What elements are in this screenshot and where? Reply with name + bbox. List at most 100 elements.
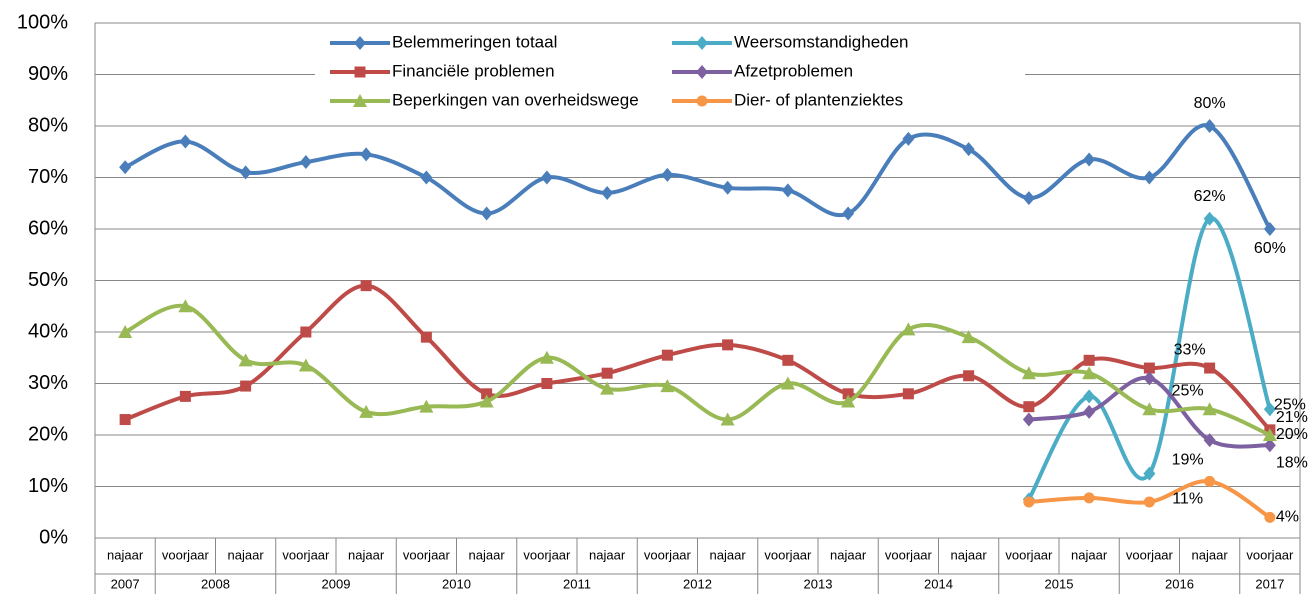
x-tick-label: voorjaar xyxy=(282,547,330,562)
x-tick-label: najaar xyxy=(469,547,506,562)
legend-label: Dier- of plantenziektes xyxy=(734,90,903,109)
data-label: 19% xyxy=(1172,451,1204,468)
series-line xyxy=(124,303,1271,437)
legend-marker xyxy=(354,36,366,50)
data-point xyxy=(1143,362,1155,374)
data-point xyxy=(1202,402,1217,416)
y-tick-label: 30% xyxy=(28,372,68,394)
data-point xyxy=(420,331,432,343)
data-point xyxy=(119,160,132,175)
data-point xyxy=(1023,401,1035,413)
y-tick-label: 50% xyxy=(28,269,68,291)
data-label: 20% xyxy=(1276,426,1308,443)
y-tick-label: 90% xyxy=(28,63,68,85)
data-point xyxy=(178,299,193,313)
legend-marker xyxy=(354,66,366,78)
x-tick-label: najaar xyxy=(589,547,626,562)
data-point xyxy=(782,354,794,366)
data-point xyxy=(299,155,312,170)
y-tick-label: 70% xyxy=(28,166,68,188)
legend-marker xyxy=(696,36,708,50)
x-tick-label: voorjaar xyxy=(644,547,692,562)
x-tick-label: najaar xyxy=(107,547,144,562)
x-tick-label: najaar xyxy=(348,547,385,562)
data-point xyxy=(1143,466,1156,481)
data-label: 25% xyxy=(1172,382,1204,399)
legend-label: Belemmeringen totaal xyxy=(392,32,557,51)
data-point xyxy=(661,349,673,361)
data-point xyxy=(1022,412,1035,427)
data-point xyxy=(841,394,856,408)
data-point xyxy=(1203,433,1216,448)
data-point xyxy=(1142,402,1157,416)
data-label: 62% xyxy=(1194,188,1226,205)
data-label: 80% xyxy=(1194,95,1226,112)
data-point xyxy=(480,206,493,221)
y-tick-label: 10% xyxy=(28,475,68,497)
x-tick-label: najaar xyxy=(1071,547,1108,562)
data-point xyxy=(780,376,795,390)
data-point xyxy=(420,170,433,185)
legend-marker xyxy=(696,65,708,79)
data-point xyxy=(1021,366,1036,380)
data-point xyxy=(360,280,372,292)
data-point xyxy=(300,326,312,338)
data-label: 11% xyxy=(1172,491,1203,508)
data-point xyxy=(179,390,191,402)
series-line xyxy=(1027,216,1272,501)
data-point xyxy=(1143,371,1156,386)
data-point xyxy=(1263,402,1276,417)
data-point xyxy=(961,330,976,344)
data-point xyxy=(1022,191,1035,206)
year-label: 2009 xyxy=(322,576,351,591)
data-point xyxy=(722,339,734,351)
data-label: 18% xyxy=(1276,455,1308,472)
data-point xyxy=(963,370,975,382)
y-tick-label: 40% xyxy=(28,320,68,342)
data-point xyxy=(1264,511,1276,523)
data-point xyxy=(360,147,373,162)
data-point xyxy=(1203,211,1216,226)
data-point xyxy=(541,378,553,389)
legend-label: Beperkingen van overheidswege xyxy=(392,90,639,109)
data-label: 33% xyxy=(1174,341,1206,358)
legend-label: Afzetproblemen xyxy=(734,61,853,80)
year-label: 2016 xyxy=(1165,576,1194,591)
data-point xyxy=(119,414,131,426)
data-point xyxy=(1204,362,1216,374)
year-label: 2015 xyxy=(1045,576,1074,591)
legend-box xyxy=(315,29,1025,115)
x-tick-label: najaar xyxy=(228,547,265,562)
data-point xyxy=(1143,170,1156,185)
data-point xyxy=(721,180,734,195)
data-point xyxy=(902,388,914,400)
year-label: 2013 xyxy=(804,576,833,591)
year-label: 2010 xyxy=(442,576,471,591)
data-label: 4% xyxy=(1276,509,1299,526)
y-tick-label: 20% xyxy=(28,423,68,445)
data-point xyxy=(601,185,614,200)
data-point xyxy=(660,379,675,393)
data-point xyxy=(179,134,192,149)
data-point xyxy=(842,388,854,400)
data-point xyxy=(1083,152,1096,167)
legend-marker xyxy=(696,95,708,107)
data-point xyxy=(1262,428,1277,441)
data-point xyxy=(1083,492,1095,504)
x-tick-label: voorjaar xyxy=(523,547,571,562)
data-point xyxy=(419,399,434,413)
legend-label: Financiële problemen xyxy=(392,61,555,80)
legend-label: Weersomstandigheden xyxy=(734,32,909,51)
legend-marker xyxy=(353,94,367,107)
year-label: 2017 xyxy=(1255,576,1284,591)
data-point xyxy=(661,167,674,182)
x-tick-label: voorjaar xyxy=(1246,547,1294,562)
data-point xyxy=(238,353,253,367)
year-label: 2011 xyxy=(563,576,591,591)
data-point xyxy=(479,394,494,408)
data-label: 25% xyxy=(1274,396,1306,413)
x-tick-label: najaar xyxy=(951,547,988,562)
data-point xyxy=(842,206,855,221)
data-point xyxy=(539,350,554,364)
